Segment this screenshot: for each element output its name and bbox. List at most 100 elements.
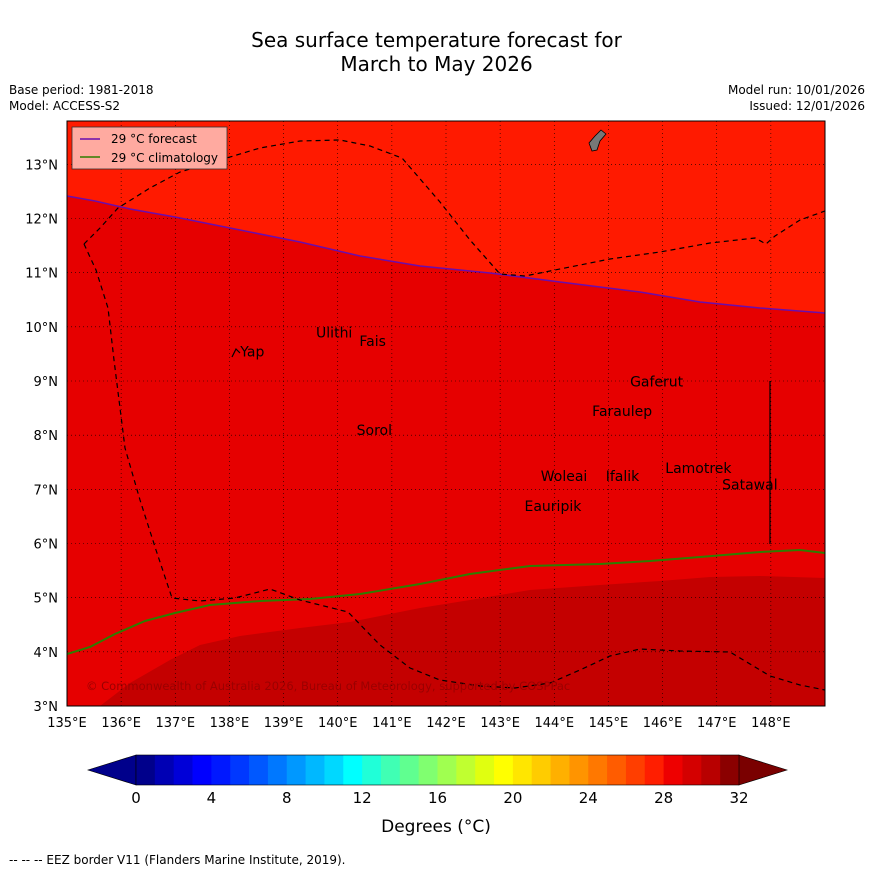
colorbar-cell — [230, 755, 250, 785]
place-label-ulithi: Ulithi — [316, 326, 352, 342]
colorbar: 0 4 8 12 16 20 24 28 32 Degrees (°C) — [86, 754, 789, 837]
eez-footnote: -- -- -- EEZ border V11 (Flanders Marine… — [9, 853, 346, 867]
lat-tick-label: 4°N — [34, 646, 59, 661]
place-label-fais: Fais — [359, 334, 386, 350]
lon-tick-label: 146°E — [643, 716, 683, 731]
colorbar-cell — [625, 755, 646, 785]
colorbar-ticks: 0 4 8 12 16 20 24 28 32 — [131, 789, 748, 807]
model-name: Model: ACCESS-S2 — [9, 99, 121, 113]
lat-tick-label: 13°N — [25, 158, 58, 173]
place-label-woleai: Woleai — [541, 469, 588, 485]
lat-tick-label: 12°N — [25, 213, 58, 228]
map-frame — [66, 120, 826, 707]
base-period: Base period: 1981-2018 — [9, 83, 154, 97]
model-run: Model run: 10/01/2026 — [727, 83, 865, 97]
colorbar-cell — [644, 755, 665, 785]
colorbar-cell — [154, 755, 175, 785]
lat-tick-label: 7°N — [34, 483, 59, 498]
colorbar-cell — [286, 755, 306, 785]
colorbar-tick-label: 28 — [654, 789, 673, 807]
map-title: Sea surface temperature forecast for Mar… — [0, 28, 873, 76]
lon-tick-label: 136°E — [101, 716, 141, 731]
lon-tick-label: 138°E — [210, 716, 250, 731]
eez-border-west — [83, 243, 825, 691]
legend-box — [71, 126, 228, 170]
colorbar-cell — [136, 755, 156, 785]
colorbar-tick-label: 24 — [579, 789, 598, 807]
colorbar-cell — [211, 755, 231, 785]
colorbar-frame — [135, 754, 740, 786]
colorbar-cell — [701, 755, 721, 785]
yap-island — [231, 347, 241, 358]
place-label-lamotrek: Lamotrek — [665, 461, 732, 477]
colorbar-label: Degrees (°C) — [381, 817, 491, 837]
colorbar-tick-label: 16 — [428, 789, 447, 807]
lon-tick-label: 144°E — [535, 716, 575, 731]
place-label-faraulep: Faraulep — [592, 404, 652, 420]
lon-tick-label: 142°E — [426, 716, 466, 731]
axis-ticks: 135°E 136°E 137°E 138°E 139°E 140°E 141°E 142°E… — [25, 158, 790, 731]
lon-tick-label: 139°E — [264, 716, 304, 731]
colorbar-cell — [267, 755, 288, 785]
title-line-1: Sea surface temperature forecast for — [251, 28, 622, 52]
lat-tick-label: 5°N — [34, 592, 59, 607]
guam-island — [588, 129, 607, 152]
lon-tick-label: 140°E — [318, 716, 358, 731]
lon-tick-label: 137°E — [156, 716, 196, 731]
colorbar-cell — [569, 755, 589, 785]
colorbar-cell — [663, 755, 683, 785]
lat-tick-label: 8°N — [34, 429, 59, 444]
colorbar-cell — [607, 755, 627, 785]
colorbar-cell — [362, 755, 382, 785]
colorbar-cell — [399, 755, 420, 785]
colorbar-under-arrow — [86, 754, 137, 786]
meta-left: Base period: 1981-2018 Model: ACCESS-S2 — [9, 82, 154, 114]
colorbar-cell — [380, 755, 401, 785]
place-labels: Yap Ulithi Fais Gaferut Faraulep Sorol Lamotre… — [239, 326, 777, 515]
lon-tick-label: 141°E — [372, 716, 412, 731]
legend-climatology-label: 29 °C climatology — [111, 151, 218, 165]
place-label-eauripik: Eauripik — [525, 499, 583, 515]
colorbar-cell — [305, 755, 325, 785]
meta-right: Model run: 10/01/2026 Issued: 12/01/2026 — [728, 82, 865, 114]
place-label-sorol: Sorol — [357, 423, 392, 439]
sst-region-28-29 — [67, 196, 825, 706]
lat-tick-label: 10°N — [25, 321, 58, 336]
place-label-satawal: Satawal — [722, 477, 777, 493]
lon-tick-label: 148°E — [751, 716, 791, 731]
climatology-29c-contour — [67, 548, 825, 655]
lon-tick-label: 143°E — [480, 716, 520, 731]
map-plot-area: Yap Ulithi Fais Gaferut Faraulep Sorol Lamotre… — [67, 121, 825, 706]
colorbar-cell — [437, 755, 457, 785]
colorbar-cells — [135, 754, 740, 786]
eez-border-east — [83, 139, 825, 277]
copyright-text: © Commonwealth of Australia 2026, Bureau… — [86, 679, 570, 693]
colorbar-tick-label: 20 — [503, 789, 522, 807]
colorbar-tick-label: 0 — [131, 789, 141, 807]
colorbar-cell — [249, 755, 269, 785]
map-legend: 29 °C forecast 29 °C climatology — [71, 126, 228, 170]
colorbar-cell — [475, 755, 495, 785]
colorbar-cell — [343, 755, 363, 785]
lat-tick-label: 9°N — [34, 375, 59, 390]
lon-tick-label: 135°E — [47, 716, 87, 731]
place-label-ifalik: Ifalik — [606, 469, 640, 485]
title-line-2: March to May 2026 — [340, 52, 533, 76]
lat-tick-label: 6°N — [34, 538, 59, 553]
forecast-29c-contour — [67, 195, 825, 314]
colorbar-cell — [531, 755, 551, 785]
issued-date: Issued: 12/01/2026 — [749, 99, 865, 113]
place-label-yap: Yap — [239, 345, 264, 361]
colorbar-cell — [720, 755, 740, 785]
lon-tick-label: 147°E — [697, 716, 737, 731]
colorbar-tick-label: 4 — [207, 789, 217, 807]
colorbar-cell — [588, 755, 608, 785]
colorbar-tick-label: 8 — [282, 789, 292, 807]
place-label-gaferut: Gaferut — [630, 374, 684, 390]
colorbar-cell — [456, 755, 476, 785]
colorbar-cell — [682, 755, 702, 785]
lat-tick-label: 11°N — [25, 267, 58, 282]
colorbar-cell — [192, 755, 212, 785]
lat-tick-label: 3°N — [34, 700, 59, 715]
